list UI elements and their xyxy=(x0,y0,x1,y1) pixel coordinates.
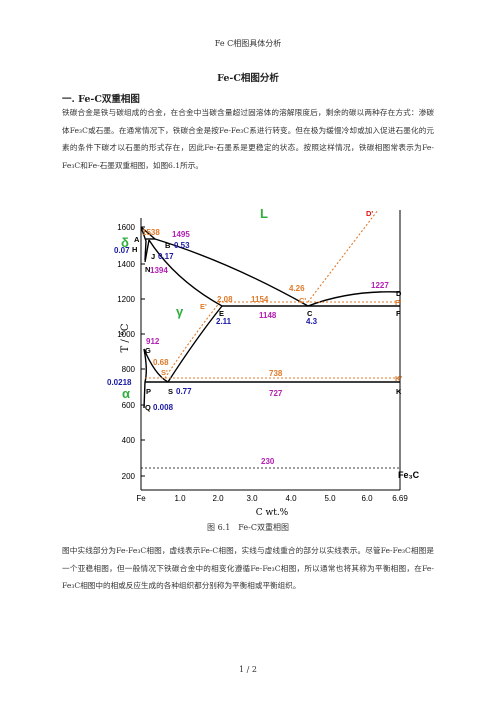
solidus-ah xyxy=(140,226,147,242)
value-912: 912 xyxy=(146,337,160,346)
x-tick-label: 3.0 xyxy=(246,494,258,503)
phase-delta: δ xyxy=(121,235,129,250)
value-4.26: 4.26 xyxy=(289,284,305,293)
y-tick-label: 1400 xyxy=(117,260,135,269)
value-0.07: 0.07 xyxy=(114,246,130,255)
liquidus-cd xyxy=(307,291,401,307)
y-tick-label: 600 xyxy=(122,401,136,410)
value-2.08: 2.08 xyxy=(217,295,233,304)
hn-line xyxy=(144,240,147,261)
point-label-K: K xyxy=(396,387,402,396)
point-label-F-prime: F' xyxy=(395,298,402,307)
value-4.3: 4.3 xyxy=(306,317,318,326)
value-0.53: 0.53 xyxy=(174,241,190,250)
point-label-B: B xyxy=(165,241,171,250)
point-label-F: F xyxy=(396,309,401,318)
x-tick-label: 1.0 xyxy=(174,494,186,503)
phase-fe3c: Fe₃C xyxy=(398,470,420,480)
dashed-es-prime xyxy=(164,301,221,379)
point-label-C-prime: C' xyxy=(299,296,306,305)
point-label-S-prime: S' xyxy=(161,368,168,377)
value-1538: 1538 xyxy=(142,228,160,237)
point-label-N: N xyxy=(145,265,150,274)
gs-line xyxy=(143,348,169,383)
point-label-S: S xyxy=(168,387,173,396)
x-tick-label: 4.0 xyxy=(285,494,297,503)
value-1154: 1154 xyxy=(251,295,269,304)
liquidus-ab xyxy=(140,226,156,240)
x-tick-label: 5.0 xyxy=(324,494,336,503)
value-1148: 1148 xyxy=(259,311,277,320)
point-label-H: H xyxy=(132,245,137,254)
dashed-cd-prime xyxy=(307,209,379,303)
point-label-E: E xyxy=(219,309,224,318)
x-tick-label: Fe xyxy=(136,494,146,503)
point-label-C: C xyxy=(307,309,313,318)
es-line xyxy=(167,305,223,383)
y-tick-label: 800 xyxy=(122,365,136,374)
page-header: Fe C相图具体分析 xyxy=(214,39,282,48)
x-tick-label: 6.69 xyxy=(392,494,408,503)
phase-gamma: γ xyxy=(176,304,184,319)
y-axis-label: T / °C xyxy=(120,323,131,352)
pq-line xyxy=(143,381,146,409)
value-0.77: 0.77 xyxy=(176,387,192,396)
value-727: 727 xyxy=(269,389,283,398)
page-title: Fe-C相图分析 xyxy=(217,73,279,84)
value-0.008: 0.008 xyxy=(153,403,174,412)
value-1227: 1227 xyxy=(371,281,389,290)
figure-caption: 图 6.1 Fe-C双重相图 xyxy=(207,523,289,532)
y-tick-label: 400 xyxy=(122,436,136,445)
point-label-G: G xyxy=(145,346,151,355)
solidus-je xyxy=(148,239,223,307)
point-label-P: P xyxy=(146,387,151,396)
value-0.0218: 0.0218 xyxy=(107,378,132,387)
phase-alpha: α xyxy=(122,386,130,401)
point-label-J: J xyxy=(151,252,155,261)
y-tick-label: 1000 xyxy=(117,330,135,339)
value-230: 230 xyxy=(261,457,275,466)
page-number: 1 / 2 xyxy=(239,665,257,674)
liquidus-bc xyxy=(154,238,309,307)
y-tick-label: 1600 xyxy=(117,223,135,232)
point-label-D-prime: D' xyxy=(366,209,373,218)
value-1495: 1495 xyxy=(172,230,190,239)
x-tick-label: 6.0 xyxy=(361,494,373,503)
value-2.11: 2.11 xyxy=(216,317,232,326)
y-tick-label: 200 xyxy=(122,472,136,481)
y-tick-label: 1200 xyxy=(117,295,135,304)
x-tick-labels: Fe 1.0 2.0 3.0 4.0 5.0 6.0 6.69 xyxy=(136,494,408,503)
point-label-E-prime: E' xyxy=(200,302,207,311)
section-heading: 一. Fe-C双重相图 xyxy=(62,94,140,105)
point-label-D: D xyxy=(396,289,402,298)
explanation-paragraph: 图中实线部分为Fe-Fe₃C相图，虚线表示Fe-C相图，实线与虚线重合的部分以实… xyxy=(62,546,434,590)
point-label-K-prime: K' xyxy=(395,374,402,383)
point-label-A: A xyxy=(134,235,140,244)
value-0.17: 0.17 xyxy=(158,252,174,261)
value-1394: 1394 xyxy=(150,266,168,275)
y-tick-labels: 1600 1400 1200 1000 800 600 400 200 xyxy=(117,223,135,481)
x-axis-label: C wt.% xyxy=(256,508,289,518)
value-738: 738 xyxy=(269,369,283,378)
gp-line xyxy=(143,348,147,383)
x-tick-label: 2.0 xyxy=(212,494,224,503)
value-0.68: 0.68 xyxy=(153,358,169,367)
jn-line xyxy=(144,239,150,263)
phase-liquid: L xyxy=(260,206,268,221)
intro-paragraph: 铁碳合金是铁与碳组成的合金，在合金中当碳含量超过固溶体的溶解限度后，剩余的碳以两… xyxy=(62,108,434,170)
point-label-Q: Q xyxy=(145,403,151,412)
